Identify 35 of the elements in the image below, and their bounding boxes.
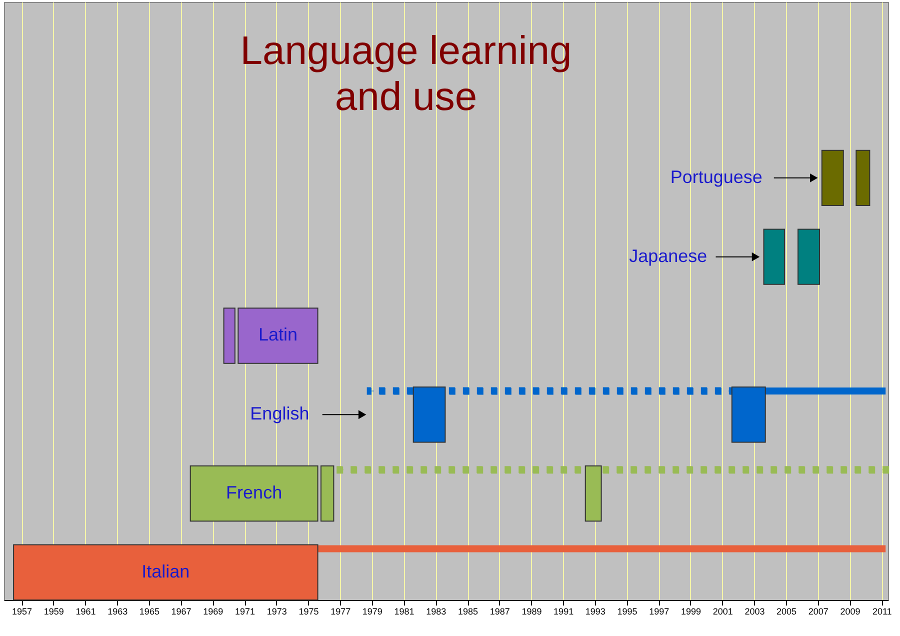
x-tick-label: 1969: [203, 606, 224, 616]
x-tick-label: 2005: [776, 606, 797, 616]
x-tick-label: 1983: [426, 606, 446, 616]
x-tick-label: 1977: [330, 606, 351, 616]
x-tick-label: 1967: [171, 606, 192, 616]
x-tick-label: 1987: [490, 606, 510, 616]
y-tick-label: Portuguese: [670, 166, 762, 187]
x-tick-label: 1959: [44, 606, 64, 616]
x-tick-label: 1997: [649, 606, 670, 616]
x-tick-label: 1995: [617, 606, 638, 616]
x-tick-label: 1989: [522, 606, 542, 616]
y-tick-label: Italian: [142, 561, 190, 582]
x-tick-label: 1975: [298, 606, 319, 616]
x-tick-label: 1979: [362, 606, 382, 616]
y-tick-label: French: [226, 482, 282, 502]
x-tick-label: 1965: [139, 606, 160, 616]
x-tick-label: 1981: [394, 606, 414, 616]
x-tick-label: 2003: [744, 606, 765, 616]
x-tick-label: 2011: [872, 606, 892, 616]
x-tick-label: 1961: [76, 606, 96, 616]
x-tick-label: 1993: [585, 606, 606, 616]
y-tick-label: English: [250, 404, 310, 424]
x-tick-label: 1973: [266, 606, 287, 616]
x-tick-label: 1957: [12, 606, 32, 616]
x-tick-label: 1991: [554, 606, 574, 616]
x-tick-label: 2009: [840, 606, 860, 616]
y-tick-label: Latin: [258, 324, 298, 345]
y-tick-label: Japanese: [629, 246, 708, 266]
x-tick-label: 1971: [234, 606, 256, 616]
x-tick-label: 2001: [712, 606, 733, 616]
x-tick-label: 2007: [808, 606, 828, 616]
x-tick-label: 1985: [458, 606, 478, 616]
chart-title: Language learning and use: [240, 29, 572, 119]
x-tick-label: 1999: [680, 606, 702, 616]
x-tick-label: 1963: [108, 606, 128, 616]
